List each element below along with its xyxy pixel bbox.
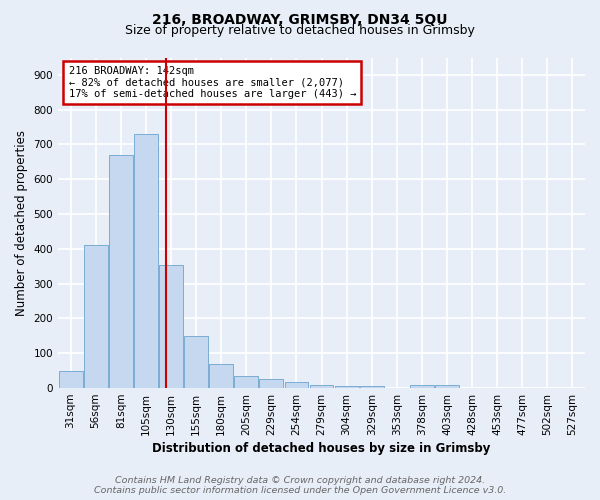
Bar bbox=[310, 384, 334, 388]
Text: Size of property relative to detached houses in Grimsby: Size of property relative to detached ho… bbox=[125, 24, 475, 37]
Bar bbox=[259, 380, 283, 388]
Bar bbox=[109, 155, 133, 388]
Text: 216, BROADWAY, GRIMSBY, DN34 5QU: 216, BROADWAY, GRIMSBY, DN34 5QU bbox=[152, 12, 448, 26]
Bar bbox=[184, 336, 208, 388]
Bar bbox=[284, 382, 308, 388]
Bar bbox=[360, 386, 383, 388]
Bar bbox=[84, 246, 107, 388]
Y-axis label: Number of detached properties: Number of detached properties bbox=[15, 130, 28, 316]
Text: 216 BROADWAY: 142sqm
← 82% of detached houses are smaller (2,077)
17% of semi-de: 216 BROADWAY: 142sqm ← 82% of detached h… bbox=[68, 66, 356, 99]
Bar bbox=[59, 370, 83, 388]
Bar bbox=[335, 386, 359, 388]
Bar bbox=[410, 386, 434, 388]
Bar bbox=[134, 134, 158, 388]
Bar bbox=[159, 264, 183, 388]
Bar bbox=[435, 386, 459, 388]
X-axis label: Distribution of detached houses by size in Grimsby: Distribution of detached houses by size … bbox=[152, 442, 491, 455]
Bar bbox=[235, 376, 258, 388]
Text: Contains HM Land Registry data © Crown copyright and database right 2024.
Contai: Contains HM Land Registry data © Crown c… bbox=[94, 476, 506, 495]
Bar bbox=[209, 364, 233, 388]
